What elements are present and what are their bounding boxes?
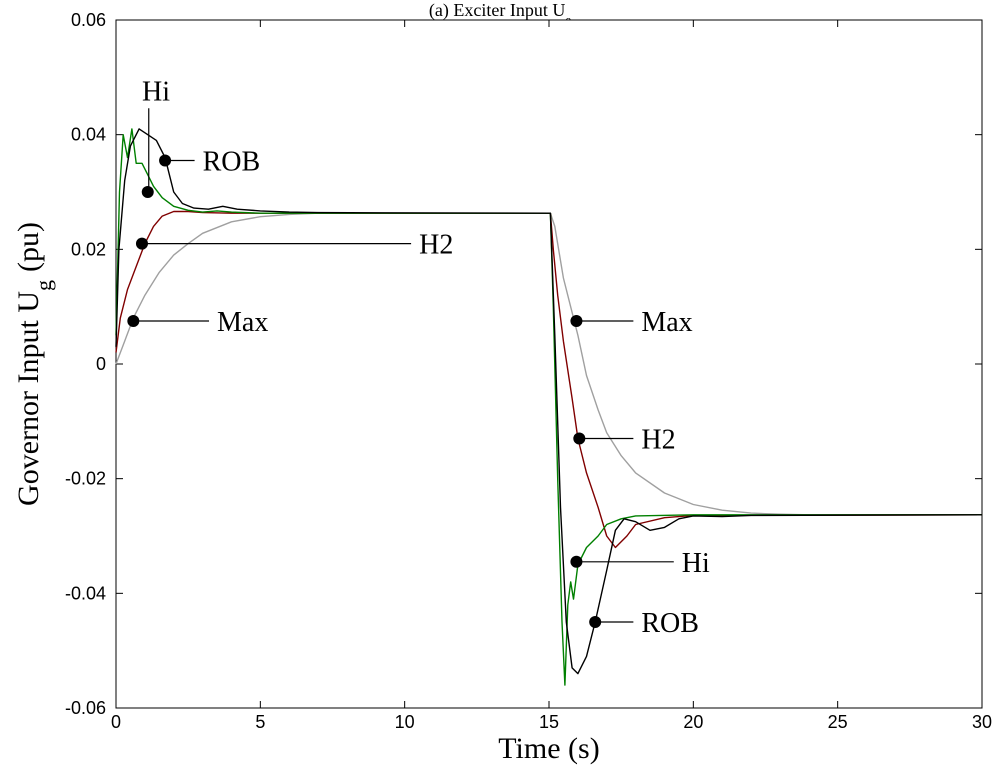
annotation-label: Hi: [142, 76, 170, 107]
annotation-dot: [127, 315, 140, 327]
annotation-dot: [589, 616, 602, 628]
annotation-label: ROB: [641, 608, 699, 639]
annotation-label: H2: [419, 230, 453, 261]
y-tick-label: 0.06: [71, 10, 106, 30]
y-axis-ticks: 0.06 0.04 0.02 0 -0.02 -0.04 -0.06: [65, 10, 982, 718]
series-line-max: [115, 212, 982, 516]
y-tick-label: -0.04: [65, 583, 106, 603]
x-tick-label: 30: [972, 712, 992, 732]
annotation-h2: H2: [573, 425, 676, 456]
annotation-dot: [141, 186, 154, 198]
y-tick-label: -0.02: [65, 469, 106, 489]
x-tick-label: 5: [255, 712, 265, 732]
y-axis-label: Governor Input Ug(pu): [12, 222, 56, 506]
annotation-max: Max: [570, 307, 693, 338]
curve-annotations: Hi ROB H2 Max Max H2 Hi ROB: [127, 76, 710, 639]
annotation-h2: H2: [135, 230, 453, 261]
annotation-max: Max: [127, 307, 268, 338]
annotation-dot: [159, 154, 172, 167]
y-tick-label: -0.06: [65, 698, 106, 718]
annotation-hi: Hi: [141, 76, 170, 198]
chart-title: (a) Exciter Input Ue: [429, 0, 571, 27]
annotation-label: ROB: [203, 146, 261, 177]
x-axis-label: Time (s): [498, 732, 599, 765]
annotation-rob: ROB: [159, 146, 260, 177]
y-tick-label: 0.04: [71, 125, 106, 145]
annotation-dot: [570, 555, 583, 568]
plot-area: [115, 19, 983, 709]
y-tick-label: 0: [96, 354, 106, 374]
y-tick-label: 0.02: [71, 239, 106, 259]
x-tick-label: 0: [111, 712, 121, 732]
x-axis-ticks: 0 5 10 15 20 25 30: [111, 20, 992, 732]
annotation-rob: ROB: [589, 608, 699, 639]
x-tick-label: 10: [395, 712, 415, 732]
annotation-dot: [135, 237, 148, 250]
annotation-label: Max: [217, 307, 268, 338]
series-line-rob: [115, 128, 983, 675]
annotation-label: Hi: [682, 548, 710, 579]
x-tick-label: 20: [683, 712, 703, 732]
x-tick-label: 25: [828, 712, 848, 732]
annotation-dot: [573, 432, 586, 445]
annotation-label: Max: [641, 307, 692, 338]
annotation-dot: [570, 315, 583, 327]
x-tick-label: 15: [539, 712, 559, 732]
annotation-label: H2: [641, 425, 675, 456]
annotation-hi: Hi: [570, 548, 710, 579]
